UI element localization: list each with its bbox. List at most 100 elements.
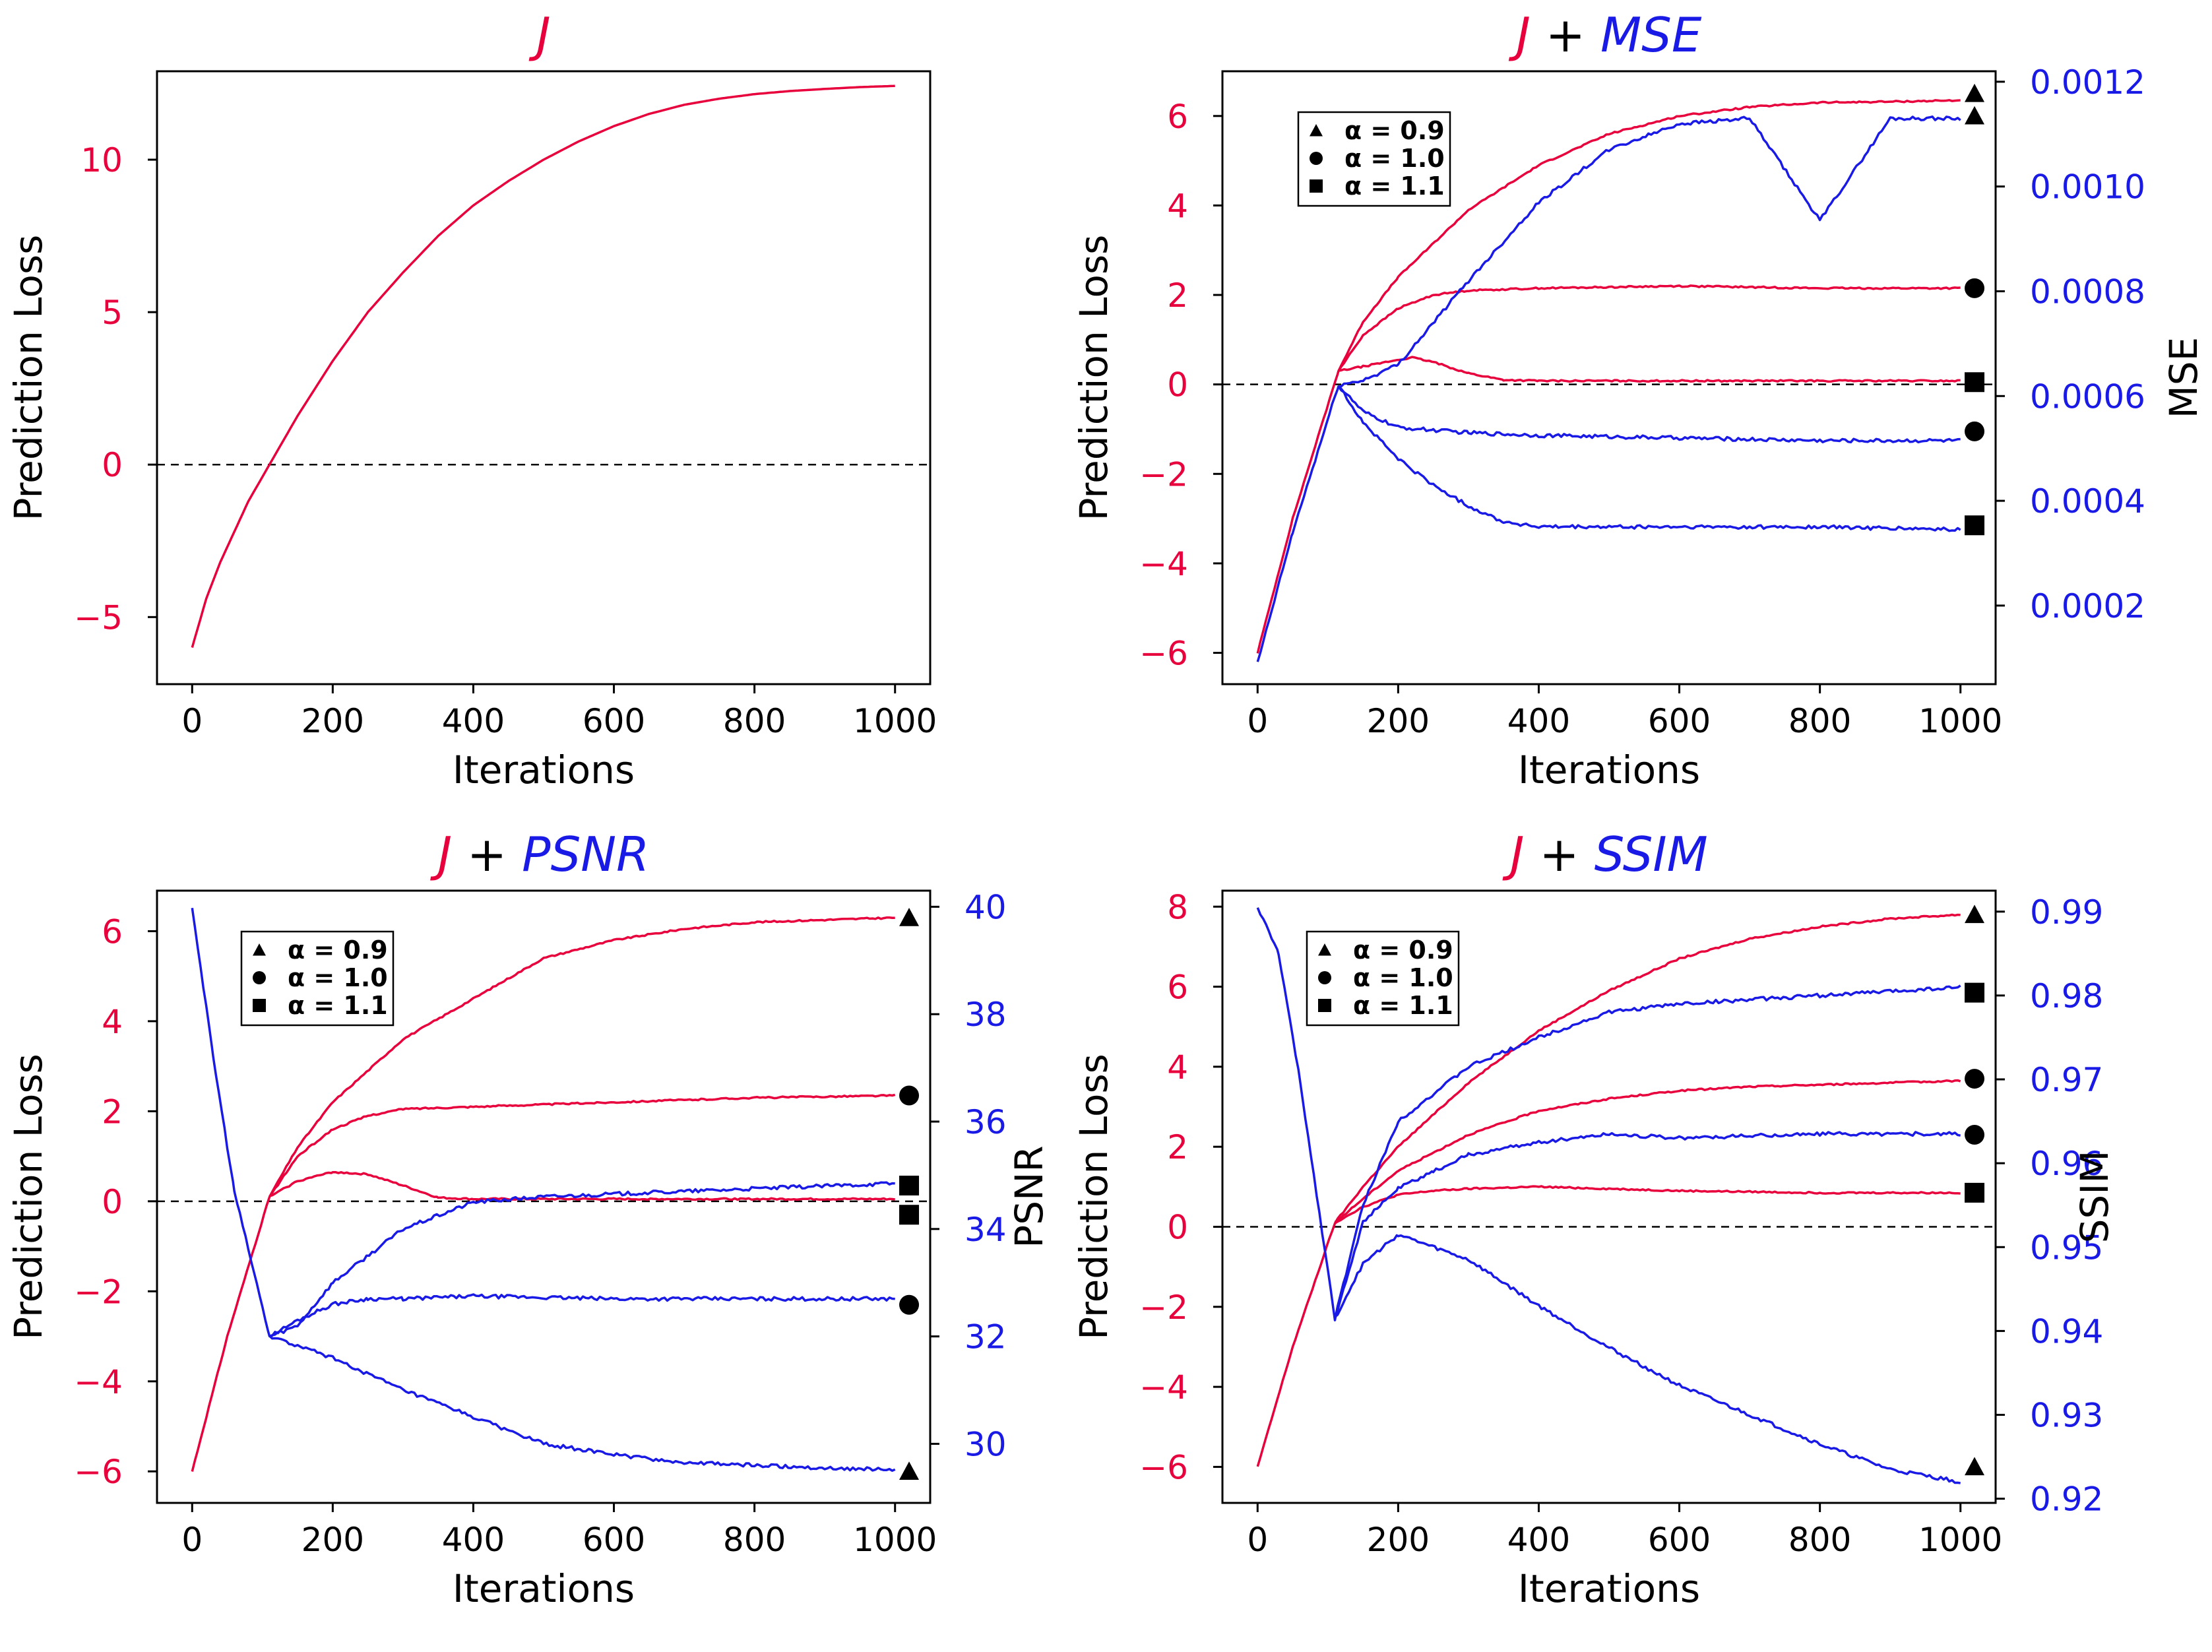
y-tick-label: −2 [74,1273,123,1311]
legend-marker-square [1318,999,1331,1012]
title-metric: PSNR [522,827,649,882]
y-tick-label: −4 [1139,1368,1188,1407]
x-axis-label: Iterations [1518,1566,1700,1611]
y-tick-label: −4 [74,1363,123,1401]
legend: α = 0.9α = 1.0α = 1.1 [1306,930,1460,1027]
x-axis-label: Iterations [453,1566,635,1611]
y-tick-label: −2 [1139,455,1188,493]
y-tick-label: 10 [80,141,123,179]
blue-series-4 [1256,907,1961,1321]
chart-title: J + PSNR [430,827,649,882]
y-tick-label: 5 [102,294,123,332]
title-metric: SSIM [1595,827,1708,882]
chart-title: J [528,7,550,63]
chart-title: J + MSE [1509,7,1702,63]
end-marker-square [1965,515,1985,536]
legend-marker-square [1310,179,1323,193]
y-tick-label: 2 [1167,1128,1188,1166]
legend-label: α = 0.9 [1344,116,1445,145]
title-metric: MSE [1600,7,1702,63]
x-tick-label: 800 [1788,702,1851,740]
red-series-1 [1256,913,1961,1467]
y-tick-label: 2 [102,1093,123,1131]
y2-tick-label: 0.96 [2030,1145,2103,1183]
y2-tick-label: 40 [964,888,1007,926]
y2-axis-label: PSNR [1007,1145,1052,1248]
end-marker-circle [899,1085,920,1106]
legend-label: α = 1.0 [288,963,388,992]
y2-tick-label: 0.94 [2030,1312,2103,1350]
legend: α = 0.9α = 1.0α = 1.1 [240,930,395,1027]
blue-series-6 [269,1335,896,1472]
x-tick-label: 1000 [1918,1521,2002,1559]
x-tick-label: 1000 [1918,702,2002,740]
subplot-1: 0 200 400 600 800 1000 Iterations 10 5 0 −5 Predict… [6,7,937,792]
x-tick-label: 200 [1367,1521,1430,1559]
y-tick-label: 8 [1167,888,1188,926]
y2-tick-label: 0.98 [2030,977,2103,1015]
legend-label: α = 1.1 [1353,991,1453,1020]
end-marker-circle [1965,421,1985,441]
blue-series-6 [1337,385,1961,532]
x-tick-label: 600 [1648,702,1711,740]
title-plus: + [452,827,522,882]
legend-marker-triangle [1318,943,1331,956]
x-tick-label: 400 [1507,702,1570,740]
y2-tick-label: 0.0006 [2030,377,2145,416]
legend-marker-circle [253,971,266,984]
legend-marker-triangle [1310,124,1323,137]
end-marker-square [1965,372,1985,393]
legend-box [1297,111,1451,207]
y2-tick-label: 0.0012 [2030,63,2145,102]
end-marker-triangle [899,907,920,926]
y-tick-label: 4 [1167,187,1188,225]
y-tick-label: −5 [74,598,123,637]
subplot-4: 0 200 400 600 800 1000 Iterations 8 6 4 2 0 −2 −4 −6 Pr… [1071,827,2117,1611]
end-marker-square [899,1175,920,1195]
legend-label: α = 0.9 [288,936,388,965]
y2-tick-label: 36 [964,1103,1007,1141]
y2-tick-label: 0.99 [2030,893,2103,932]
y2-axis-label: SSIM [2072,1151,2117,1244]
y-tick-label: 0 [102,446,123,484]
legend-label: α = 1.1 [288,991,388,1020]
end-marker-triangle [1965,905,1985,924]
end-marker-triangle [1965,106,1985,125]
x-tick-label: 800 [723,1521,786,1559]
x-tick-label: 0 [181,702,203,740]
x-tick-label: 400 [442,702,505,740]
y-tick-label: 6 [1167,969,1188,1007]
axes-frame [1221,70,1997,685]
x-tick-label: 200 [301,1521,364,1559]
x-tick-label: 800 [723,702,786,740]
title-j: J [1509,7,1531,63]
x-tick-label: 600 [583,702,645,740]
y-tick-label: 4 [102,1003,123,1041]
y-tick-label: 0 [102,1183,123,1221]
y2-tick-label: 32 [964,1318,1007,1356]
x-tick-label: 600 [583,1521,645,1559]
legend-box [1306,930,1460,1027]
blue-series-5 [1333,1131,1961,1318]
axes-frame [156,889,932,1504]
y-tick-label: 6 [102,912,123,951]
end-marker-triangle [1965,1457,1985,1476]
y2-tick-label: 0.0004 [2030,482,2145,521]
y-tick-label: −6 [1139,635,1188,673]
red-series-3 [1338,356,1961,383]
blue-series-5 [1337,386,1961,444]
end-marker-square [899,1205,920,1225]
legend: α = 0.9α = 1.0α = 1.1 [1297,111,1451,207]
red-series-2 [1337,284,1961,372]
y2-tick-label: 0.0008 [2030,272,2145,311]
x-tick-label: 200 [1367,702,1430,740]
x-tick-label: 0 [181,1521,203,1559]
axes-frame [1221,889,1997,1504]
y-tick-label: 0 [1167,366,1188,404]
x-tick-label: 1000 [853,1521,937,1559]
y2-tick-label: 34 [964,1211,1007,1249]
title-j: J [430,827,452,882]
y-tick-label: 4 [1167,1048,1188,1087]
subplot-3: 0 200 400 600 800 1000 Iterations 6 4 2 0 −2 −4 −6 Pre… [6,827,1052,1611]
end-marker-circle [1965,1124,1985,1145]
